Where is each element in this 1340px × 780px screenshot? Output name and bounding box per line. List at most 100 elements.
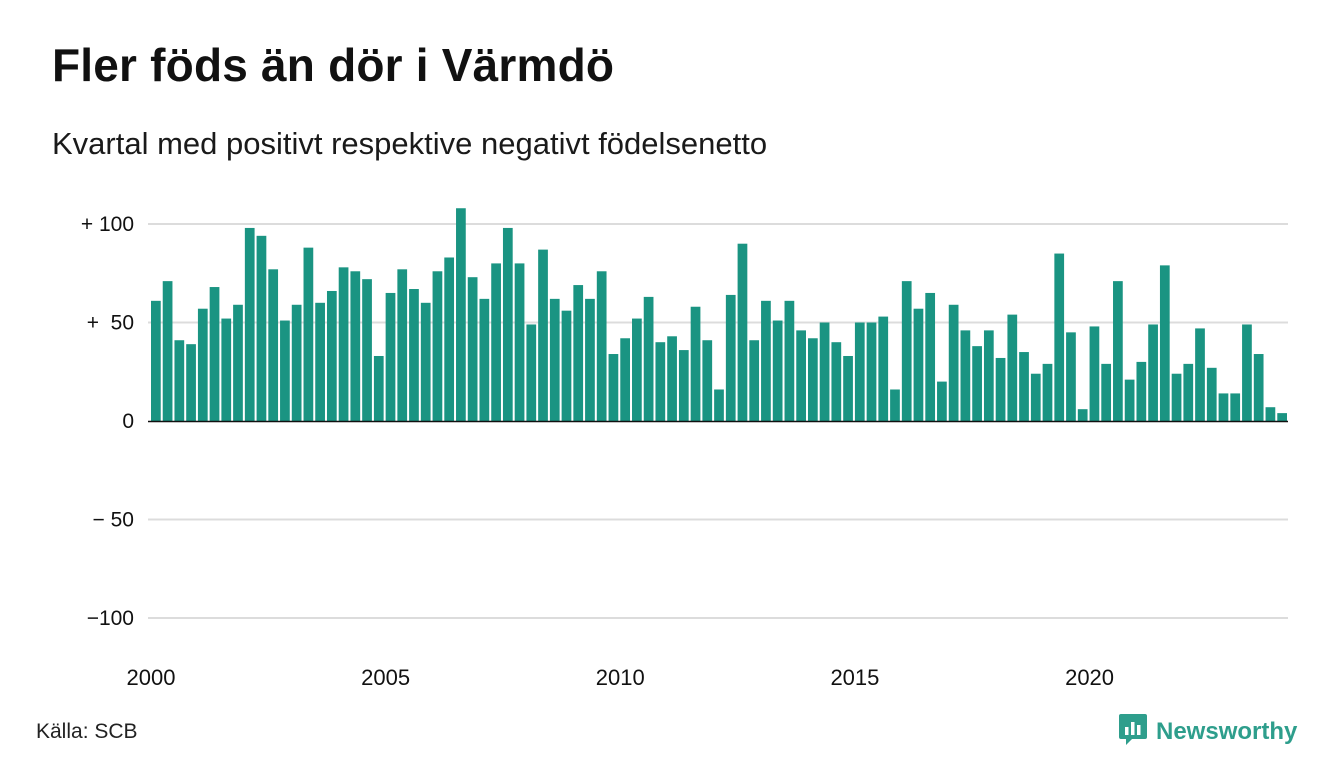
bar [491, 263, 501, 421]
bar [1159, 265, 1170, 421]
x-tick-label: 2010 [596, 665, 645, 690]
bar [432, 271, 443, 421]
x-tick-label: 2015 [830, 665, 879, 690]
bar [702, 340, 713, 421]
bar [420, 302, 431, 421]
bar [1265, 407, 1276, 421]
bar [796, 330, 806, 421]
bar [362, 279, 372, 421]
bar [244, 227, 255, 421]
bar [1171, 373, 1182, 421]
bar [761, 300, 771, 421]
bar [385, 292, 396, 421]
bar [1136, 361, 1147, 421]
y-tick-label: − 50 [93, 509, 134, 532]
bar [596, 271, 607, 421]
bar [162, 281, 173, 421]
bar [690, 306, 701, 421]
bar [749, 340, 760, 421]
bar [151, 300, 161, 421]
bar [1124, 379, 1135, 421]
bar [632, 318, 642, 421]
bar [256, 235, 267, 421]
bar [1253, 354, 1264, 421]
y-tick-label: 0 [122, 410, 134, 433]
bar [1242, 324, 1252, 421]
x-tick-label: 2020 [1065, 665, 1114, 690]
bar [678, 350, 689, 421]
x-axis-labels: 2000 2005 2010 2015 2020 [127, 665, 1115, 690]
brand-name: Newsworthy [1156, 717, 1298, 745]
bar [1206, 367, 1217, 421]
bar [338, 267, 349, 421]
bar [972, 346, 982, 421]
bar [1183, 363, 1194, 421]
bar [901, 281, 912, 421]
bar [467, 277, 478, 421]
bar-chart: + 100 + 50 0 − 50 −100 2000 2005 2010 2015 2020 [81, 208, 1288, 690]
bar [878, 316, 889, 421]
bar [1030, 373, 1041, 421]
bar [1089, 326, 1100, 421]
bar [807, 338, 818, 421]
bar [268, 269, 279, 421]
bar [397, 269, 408, 421]
bar [784, 300, 795, 421]
bar [479, 298, 490, 421]
bar [1019, 352, 1029, 421]
bar [174, 340, 185, 421]
bar [280, 320, 290, 421]
bar [1218, 393, 1229, 421]
x-tick-label: 2005 [361, 665, 410, 690]
bar [1195, 328, 1205, 421]
bar [585, 298, 595, 421]
bar [233, 304, 243, 421]
bar [373, 355, 384, 421]
bar [772, 320, 783, 421]
brand-logo: Newsworthy [1118, 712, 1297, 751]
bar [1230, 393, 1241, 421]
bar [1277, 413, 1287, 421]
bar [303, 247, 314, 421]
bar [315, 302, 325, 421]
x-tick-label: 2000 [127, 665, 176, 690]
bar [866, 322, 877, 421]
bar [1148, 324, 1158, 421]
bar [197, 308, 208, 421]
bar [1054, 253, 1065, 421]
bar [549, 298, 560, 421]
grid-lines [148, 223, 1288, 619]
bar [186, 344, 196, 421]
bar [514, 263, 525, 421]
bars [151, 208, 1287, 421]
bar [538, 249, 548, 421]
bar [1101, 363, 1112, 421]
bar [983, 330, 994, 421]
bar [725, 294, 736, 421]
bar [409, 289, 419, 421]
bar [1066, 332, 1076, 421]
bar [1077, 409, 1088, 421]
bar [913, 308, 924, 421]
bar [209, 287, 220, 421]
bar [1007, 314, 1018, 421]
bar [350, 271, 361, 421]
bar [561, 310, 572, 421]
y-tick-label: −100 [87, 607, 134, 630]
bar [960, 330, 971, 421]
bar [1113, 281, 1123, 421]
bar [620, 338, 631, 421]
source-note: Källa: SCB [36, 720, 138, 743]
bar [608, 354, 619, 421]
bar [714, 389, 724, 421]
bar [843, 355, 853, 421]
bar [737, 243, 748, 421]
bar [221, 318, 232, 421]
bar [526, 324, 537, 421]
bar [444, 257, 455, 421]
bar [502, 227, 513, 421]
bar [831, 342, 842, 421]
bar [995, 357, 1006, 421]
y-axis-labels: + 100 + 50 0 − 50 −100 [81, 213, 134, 630]
bar [854, 322, 865, 421]
